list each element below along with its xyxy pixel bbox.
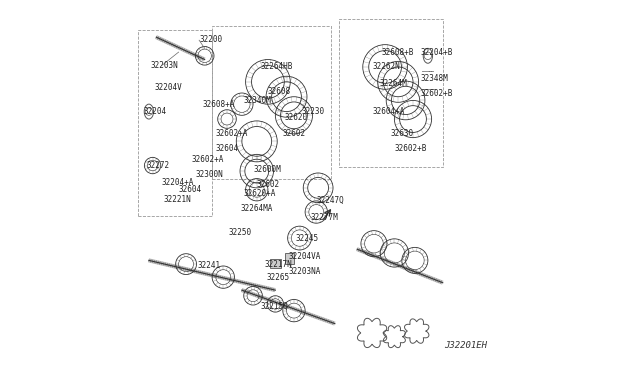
Text: 32264MA: 32264MA — [240, 204, 273, 213]
Text: 32264HB: 32264HB — [260, 62, 293, 71]
Text: 32602+A: 32602+A — [191, 155, 224, 164]
Text: 32241: 32241 — [197, 262, 220, 270]
Text: 32203N: 32203N — [151, 61, 179, 70]
Text: 32608: 32608 — [268, 87, 291, 96]
Text: 32204VA: 32204VA — [289, 252, 321, 261]
Text: 32230: 32230 — [301, 107, 324, 116]
Text: 32300N: 32300N — [195, 170, 223, 179]
Text: 32340M: 32340M — [244, 96, 271, 105]
Text: 32348M: 32348M — [420, 74, 448, 83]
Text: 32250: 32250 — [229, 228, 252, 237]
Text: 32602+A: 32602+A — [216, 129, 248, 138]
Polygon shape — [285, 253, 294, 264]
Text: 32221N: 32221N — [164, 195, 191, 203]
Text: 32602+B: 32602+B — [394, 144, 427, 153]
Text: 32215Q: 32215Q — [260, 302, 288, 311]
Text: 32217N: 32217N — [264, 260, 292, 269]
Text: 32204+B: 32204+B — [420, 48, 453, 57]
Text: 32602: 32602 — [283, 129, 306, 138]
Text: 32264M: 32264M — [380, 79, 407, 88]
Polygon shape — [270, 259, 281, 268]
Text: J32201EH: J32201EH — [444, 341, 488, 350]
Text: 32262N: 32262N — [372, 62, 400, 71]
Text: 32600M: 32600M — [253, 165, 281, 174]
Text: 32265: 32265 — [266, 273, 289, 282]
Text: 32277M: 32277M — [310, 213, 339, 222]
Text: 32602+B: 32602+B — [420, 89, 453, 97]
Text: 32630: 32630 — [390, 129, 414, 138]
Text: 32620+A: 32620+A — [244, 189, 276, 198]
Text: 32204V: 32204V — [154, 83, 182, 92]
Text: 32602: 32602 — [257, 180, 280, 189]
Text: 32604: 32604 — [216, 144, 239, 153]
Text: 32200: 32200 — [199, 35, 222, 44]
Text: 32245: 32245 — [296, 234, 319, 243]
Text: 32204: 32204 — [143, 107, 166, 116]
Text: 32608+B: 32608+B — [381, 48, 413, 57]
Text: 32604: 32604 — [179, 185, 202, 194]
Text: 32272: 32272 — [147, 161, 170, 170]
Text: 32203NA: 32203NA — [289, 267, 321, 276]
Text: 32604+A: 32604+A — [372, 107, 404, 116]
Text: 32247Q: 32247Q — [316, 196, 344, 205]
Text: 32204+A: 32204+A — [162, 178, 195, 187]
Text: 32608+A: 32608+A — [203, 100, 235, 109]
Text: 32620: 32620 — [285, 113, 308, 122]
